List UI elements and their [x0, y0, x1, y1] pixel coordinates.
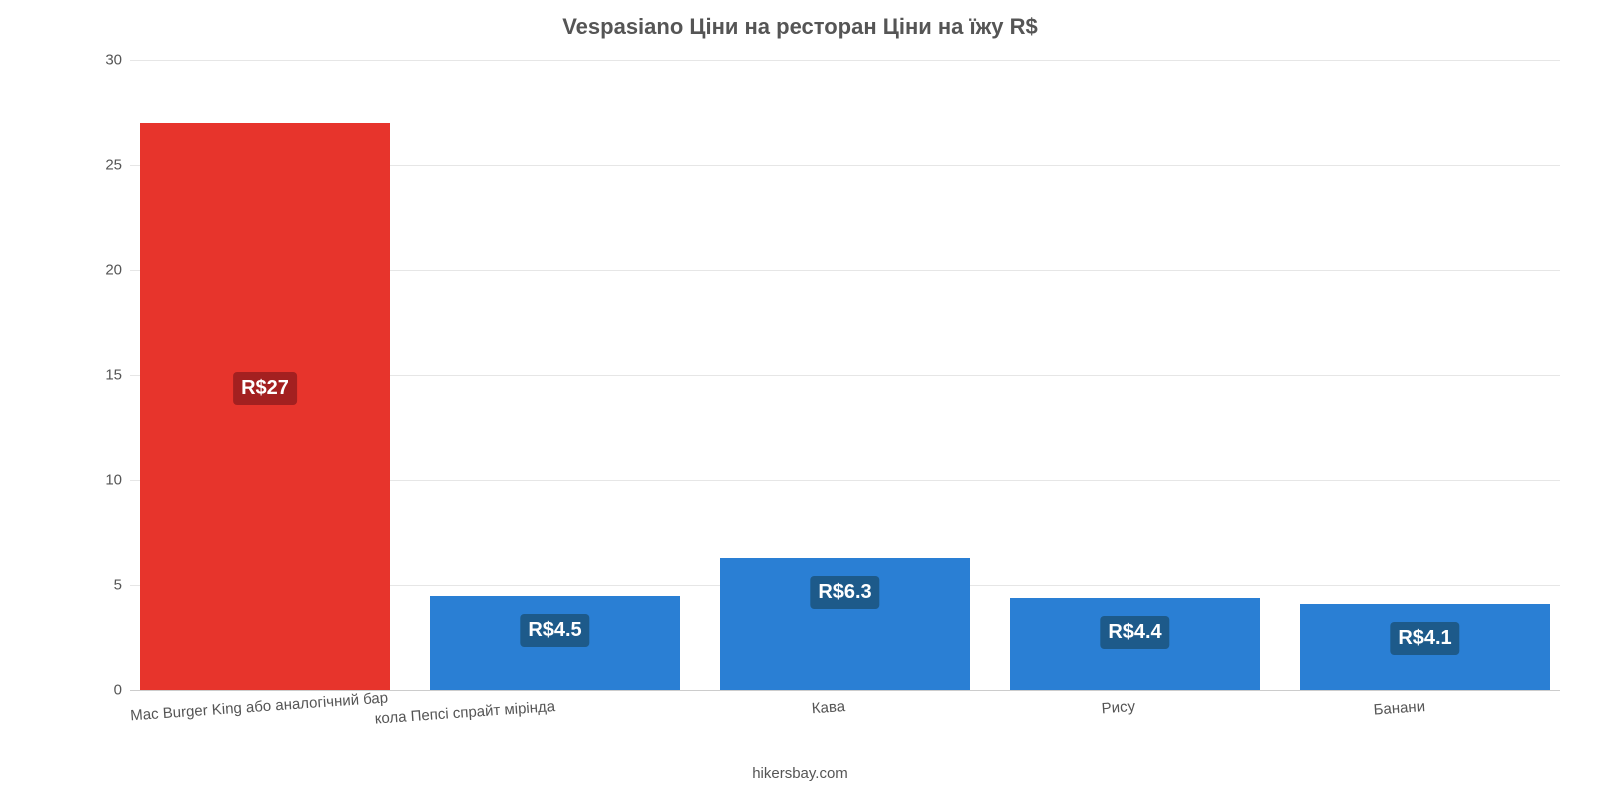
grid-line: [130, 690, 1560, 691]
bar-value-badge: R$6.3: [810, 576, 879, 609]
bar-value-badge: R$27: [233, 372, 297, 405]
y-tick-label: 25: [105, 157, 122, 174]
y-tick-label: 30: [105, 52, 122, 69]
footer-credit: hikersbay.com: [0, 765, 1600, 782]
bar-value-badge: R$4.1: [1390, 622, 1459, 655]
y-tick-label: 15: [105, 367, 122, 384]
bar: [140, 123, 390, 690]
bar-value-badge: R$4.4: [1100, 616, 1169, 649]
y-tick-label: 5: [114, 577, 122, 594]
chart-title: Vespasiano Ціни на ресторан Ціни на їжу …: [0, 0, 1600, 40]
chart-plot-area: 051015202530R$27Mac Burger King або анал…: [130, 60, 1560, 690]
y-tick-label: 10: [105, 472, 122, 489]
bar-value-badge: R$4.5: [520, 614, 589, 647]
y-tick-label: 0: [114, 682, 122, 699]
y-tick-label: 20: [105, 262, 122, 279]
grid-line: [130, 60, 1560, 61]
